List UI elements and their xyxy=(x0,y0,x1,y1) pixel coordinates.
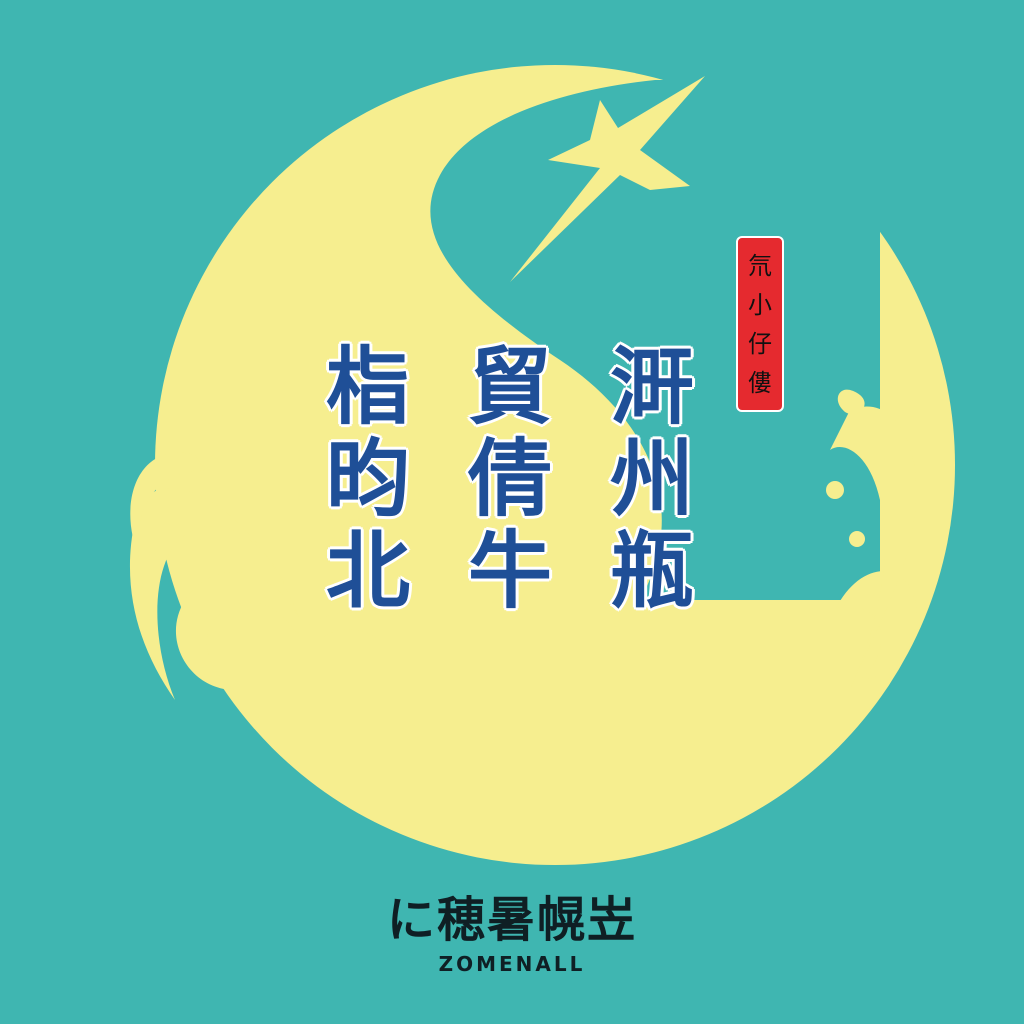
footer-english-title: ZOMENALL xyxy=(438,952,586,976)
seal-char: 小 xyxy=(748,290,772,319)
seal-char: 仔 xyxy=(748,329,772,358)
seal-char: 氘 xyxy=(748,251,772,280)
calligraphy-column-middle: 貿 倩 牛 xyxy=(468,345,552,613)
seal-char: 僂 xyxy=(748,368,772,397)
footer-chinese-title: に穂暑幌岦 xyxy=(386,892,637,948)
calligraphy-glyph: 牛 xyxy=(468,521,553,620)
footer: に穂暑幌岦 ZOMENALL xyxy=(0,896,1024,976)
calligraphy-column-left: 栺 昀 北 xyxy=(326,345,410,613)
red-seal-stamp: 氘 小 仔 僂 xyxy=(736,236,784,412)
calligraphy-glyph: 栺 xyxy=(326,337,411,436)
calligraphy-glyph: 瓶 xyxy=(610,521,695,620)
calligraphy-glyph: 州 xyxy=(610,429,695,528)
wave-swirl-icon xyxy=(129,389,917,700)
calligraphy-glyph: 涆 xyxy=(610,337,695,436)
calligraphy-glyph: 北 xyxy=(326,521,411,620)
crescent-moon-icon xyxy=(155,65,955,865)
calligraphy-glyph: 倩 xyxy=(468,429,553,528)
calligraphy-glyph: 貿 xyxy=(468,337,553,436)
calligraphy-glyph: 昀 xyxy=(326,429,411,528)
swallow-bird-icon xyxy=(510,76,705,282)
calligraphy-column-right: 涆 州 瓶 xyxy=(610,345,694,613)
